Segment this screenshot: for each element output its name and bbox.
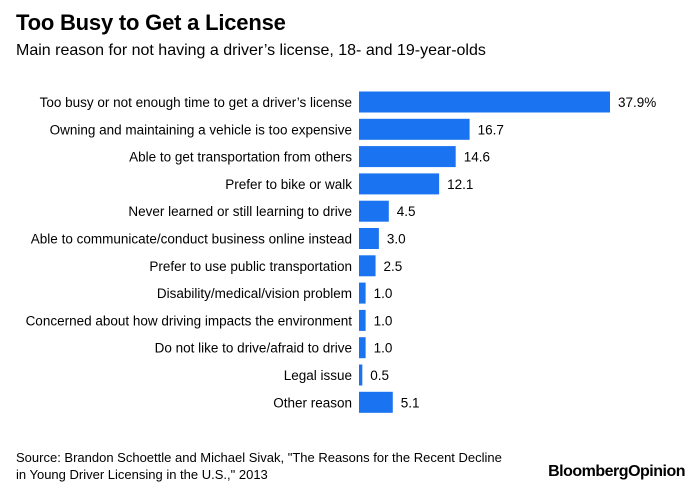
value-label: 3.0 <box>387 232 406 247</box>
value-label: 14.6 <box>464 150 490 165</box>
category-label: Never learned or still learning to drive <box>128 204 352 219</box>
chart-subtitle: Main reason for not having a driver’s li… <box>16 42 486 59</box>
bar <box>359 118 470 140</box>
value-label: 1.0 <box>374 341 393 356</box>
bar <box>359 391 393 413</box>
bar <box>359 91 610 113</box>
value-label: 37.9% <box>618 95 656 110</box>
bar <box>359 337 366 359</box>
bar <box>359 364 363 386</box>
value-label: 12.1 <box>447 177 473 192</box>
value-label: 0.5 <box>370 368 389 383</box>
value-label: 1.0 <box>374 286 393 301</box>
bar <box>359 282 366 304</box>
category-label: Concerned about how driving impacts the … <box>26 313 353 328</box>
bloomberg-opinion-logo: BloombergOpinion <box>548 463 685 481</box>
category-label: Able to get transportation from others <box>129 150 352 165</box>
bar <box>359 200 389 222</box>
category-label: Other reason <box>273 395 352 410</box>
bar <box>359 228 379 249</box>
source-line-2: in Young Driver Licensing in the U.S.," … <box>16 467 268 482</box>
category-label: Owning and maintaining a vehicle is too … <box>50 122 352 137</box>
bar-chart: Too busy or not enough time to get a dri… <box>26 91 656 413</box>
value-label: 1.0 <box>374 313 393 328</box>
category-label: Do not like to drive/afraid to drive <box>155 341 352 356</box>
source-line-1: Source: Brandon Schoettle and Michael Si… <box>16 450 502 465</box>
value-label: 16.7 <box>478 122 504 137</box>
chart-title: Too Busy to Get a License <box>16 10 286 35</box>
category-label: Prefer to use public transportation <box>149 259 352 274</box>
logo-opinion: Opinion <box>628 463 685 480</box>
category-label: Disability/medical/vision problem <box>157 286 352 301</box>
bar <box>359 309 366 331</box>
category-label: Too busy or not enough time to get a dri… <box>40 95 352 110</box>
value-label: 4.5 <box>397 204 416 219</box>
bar <box>359 255 376 277</box>
category-label: Prefer to bike or walk <box>225 177 352 192</box>
logo-bloomberg: Bloomberg <box>548 463 629 480</box>
bar <box>359 146 456 168</box>
category-label: Legal issue <box>284 368 352 383</box>
value-label: 5.1 <box>401 395 420 410</box>
source-note: Source: Brandon Schoettle and Michael Si… <box>16 449 576 483</box>
category-label: Able to communicate/conduct business onl… <box>31 232 352 247</box>
bar <box>359 173 440 195</box>
value-label: 2.5 <box>384 259 403 274</box>
